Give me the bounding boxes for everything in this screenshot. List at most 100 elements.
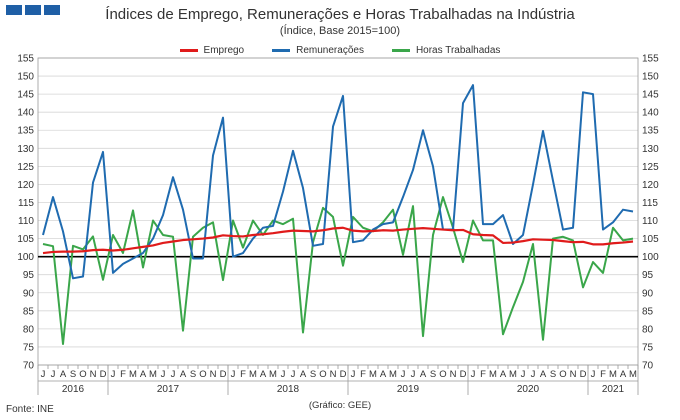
legend-swatch-horas	[391, 49, 410, 52]
chart-title: Índices de Emprego, Remunerações e Horas…	[105, 6, 575, 23]
x-tick-label: F	[360, 369, 366, 380]
y-tick-label-left: 140	[17, 108, 34, 119]
x-tick-label: S	[310, 369, 316, 380]
x-tick-label: S	[70, 369, 76, 380]
x-tick-label: J	[161, 369, 166, 380]
x-tick-label: M	[149, 369, 157, 380]
x-tick-label: J	[351, 369, 356, 380]
y-tick-label-left: 100	[17, 252, 34, 263]
x-tick-label: O	[439, 369, 446, 380]
x-tick-label: M	[269, 369, 277, 380]
chart-subtitle: (Índice, Base 2015=100)	[279, 25, 401, 37]
x-tick-label: M	[509, 369, 517, 380]
series-line-emprego	[42, 226, 634, 255]
x-tick-label: J	[471, 369, 476, 380]
y-tick-label-right: 155	[642, 54, 659, 65]
x-tick-label: J	[521, 369, 526, 380]
x-tick-label: F	[240, 369, 246, 380]
y-tick-label-right: 130	[642, 144, 659, 155]
x-tick-label: N	[90, 369, 97, 380]
y-tick-label-right: 150	[642, 72, 659, 83]
year-label: 2019	[397, 384, 420, 395]
x-tick-label: N	[450, 369, 457, 380]
legend-label-emprego: Emprego	[203, 45, 245, 56]
y-tick-label-right: 70	[642, 361, 654, 372]
x-tick-label: M	[609, 369, 617, 380]
chart-source: Fonte: INE	[6, 404, 54, 415]
x-tick-label: A	[540, 369, 547, 380]
y-tick-label-right: 105	[642, 234, 659, 245]
x-tick-label: A	[380, 369, 387, 380]
y-tick-label-left: 145	[17, 90, 34, 101]
y-tick-label-left: 110	[18, 216, 34, 227]
y-tick-label-right: 125	[642, 162, 659, 173]
y-tick-label-left: 155	[17, 54, 34, 65]
x-tick-label: J	[401, 369, 406, 380]
y-tick-label-left: 105	[17, 234, 34, 245]
year-label: 2020	[517, 384, 540, 395]
y-tick-label-right: 145	[642, 90, 659, 101]
x-tick-label: S	[190, 369, 196, 380]
x-tick-label: A	[300, 369, 307, 380]
x-tick-label: A	[420, 369, 427, 380]
y-tick-label-right: 140	[642, 108, 659, 119]
x-tick-label: D	[580, 369, 587, 380]
legend-item-horas: Horas Trabalhadas	[391, 45, 501, 56]
y-tick-label-left: 85	[23, 306, 35, 317]
y-tick-label-left: 135	[17, 126, 34, 137]
x-tick-label: J	[531, 369, 536, 380]
x-tick-label: D	[100, 369, 107, 380]
legend-label-horas: Horas Trabalhadas	[415, 45, 501, 56]
x-tick-label: O	[319, 369, 326, 380]
x-tick-label: J	[41, 369, 46, 380]
x-tick-label: J	[51, 369, 56, 380]
y-tick-label-left: 125	[17, 162, 34, 173]
x-tick-label: N	[330, 369, 337, 380]
year-label: 2016	[62, 384, 85, 395]
y-tick-label-right: 90	[642, 288, 654, 299]
y-tick-label-right: 95	[642, 270, 654, 281]
y-tick-label-right: 85	[642, 306, 654, 317]
x-tick-label: N	[570, 369, 577, 380]
logo-icon	[6, 5, 60, 15]
x-tick-label: M	[129, 369, 137, 380]
y-tick-label-right: 135	[642, 126, 659, 137]
x-tick-label: S	[550, 369, 556, 380]
x-tick-label: S	[430, 369, 436, 380]
x-tick-label: M	[249, 369, 257, 380]
chart-credit: (Gráfico: GEE)	[308, 400, 372, 411]
y-tick-label-left: 80	[23, 324, 35, 335]
x-tick-label: F	[120, 369, 126, 380]
series-line-remuneracoes	[42, 84, 634, 280]
x-tick-label: M	[489, 369, 497, 380]
legend-item-remuneracoes: Remunerações	[272, 45, 364, 56]
x-tick-label: J	[281, 369, 286, 380]
x-tick-label: O	[559, 369, 566, 380]
x-tick-label: N	[210, 369, 217, 380]
x-tick-label: A	[500, 369, 507, 380]
x-tick-label: D	[340, 369, 347, 380]
x-tick-label: F	[480, 369, 486, 380]
x-tick-label: M	[369, 369, 377, 380]
y-tick-label-right: 75	[642, 342, 654, 353]
x-tick-label: J	[111, 369, 116, 380]
x-tick-label: A	[620, 369, 627, 380]
legend-label-remuneracoes: Remunerações	[296, 45, 364, 56]
x-tick-label: M	[389, 369, 397, 380]
y-tick-label-left: 130	[17, 144, 34, 155]
x-tick-label: A	[260, 369, 267, 380]
y-tick-label-left: 120	[17, 180, 34, 191]
y-tick-label-left: 70	[23, 361, 35, 372]
x-tick-label: D	[220, 369, 227, 380]
y-tick-label-left: 75	[23, 342, 35, 353]
x-tick-label: A	[60, 369, 67, 380]
y-tick-label-left: 115	[18, 198, 34, 209]
year-label: 2021	[602, 384, 625, 395]
x-tick-label: O	[199, 369, 206, 380]
y-tick-label-right: 115	[642, 198, 658, 209]
x-tick-label: A	[180, 369, 187, 380]
y-tick-label-left: 90	[23, 288, 35, 299]
y-tick-label-right: 120	[642, 180, 659, 191]
